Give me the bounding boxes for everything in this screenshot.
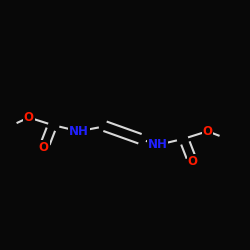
- Text: O: O: [188, 155, 198, 168]
- Text: NH: NH: [148, 138, 168, 151]
- Text: O: O: [24, 111, 34, 124]
- Text: O: O: [202, 125, 212, 138]
- Text: NH: NH: [69, 125, 89, 138]
- Text: O: O: [39, 141, 49, 154]
